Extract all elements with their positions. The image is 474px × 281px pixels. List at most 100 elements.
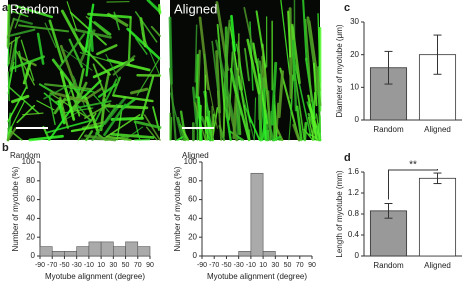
chart-title: Aligned	[182, 151, 209, 160]
fiber	[7, 35, 21, 46]
fiber	[76, 40, 111, 76]
x-axis-label: Myotube alignment (degree)	[207, 272, 307, 281]
x-tick-label: -10	[246, 262, 256, 269]
fiber	[94, 78, 118, 122]
y-axis-label: Diameter of myotube (μm)	[335, 24, 344, 117]
bar	[262, 251, 276, 257]
fiber	[136, 58, 160, 96]
fiber	[7, 4, 11, 50]
panel-letter: b	[2, 142, 9, 154]
fibers	[6, 0, 322, 142]
fiber	[14, 5, 24, 29]
bar	[100, 241, 114, 257]
y-tick-label: 60	[26, 195, 35, 204]
panel-letter: d	[344, 152, 351, 164]
fiber	[195, 53, 199, 99]
fiber	[110, 116, 144, 121]
x-tick-label: 90	[146, 262, 154, 269]
fiber	[290, 23, 301, 85]
fiber	[176, 116, 186, 142]
fiber	[293, 71, 306, 141]
fiber	[127, 16, 132, 66]
bar	[137, 246, 151, 257]
fiber	[112, 94, 154, 103]
fiber	[36, 32, 45, 65]
fiber	[292, 123, 301, 142]
fiber	[270, 61, 278, 126]
significance-bracket	[388, 169, 438, 200]
fiber	[157, 4, 162, 15]
fiber	[134, 121, 141, 141]
y-tick-label: 0	[193, 251, 198, 260]
fiber	[18, 24, 70, 33]
fiber	[246, 38, 261, 95]
fiber	[267, 90, 272, 141]
x-tick-label: -70	[47, 262, 57, 269]
x-tick-label: -50	[59, 262, 69, 269]
y-tick-label: 30	[350, 17, 359, 26]
fiber	[84, 134, 117, 142]
x-tick-label: 10	[259, 262, 267, 269]
fiber	[241, 89, 255, 141]
x-tick-label: -90	[197, 262, 207, 269]
fiber	[272, 135, 282, 142]
fiber	[106, 135, 132, 142]
fiber	[7, 61, 15, 95]
fiber	[216, 90, 223, 141]
fiber	[71, 100, 112, 110]
fiber	[277, 70, 285, 119]
y-tick-label: 0.8	[348, 209, 360, 218]
fiber	[295, 105, 303, 142]
bar	[250, 172, 264, 257]
fiber	[91, 103, 118, 142]
fiber	[112, 76, 122, 95]
y-tick-label: 20	[26, 232, 35, 241]
y-axis-label: Number of myotube (%)	[11, 166, 20, 251]
fiber	[16, 104, 36, 124]
bar	[64, 251, 77, 257]
fiber	[170, 116, 173, 141]
fiber	[215, 39, 235, 120]
fiber	[224, 19, 231, 75]
x-tick-label: 10	[97, 262, 105, 269]
fiber	[103, 103, 127, 137]
x-tick-label: -90	[35, 262, 45, 269]
bar	[51, 251, 65, 257]
fiber	[307, 94, 318, 142]
fiber	[48, 109, 71, 142]
y-tick-label: 100	[22, 157, 36, 166]
x-tick-label: -50	[221, 262, 231, 269]
image-title: Aligned	[174, 1, 217, 16]
fiber	[150, 25, 161, 37]
fiber	[203, 62, 218, 129]
fiber	[66, 1, 78, 31]
fiber	[309, 20, 321, 91]
fiber	[84, 103, 111, 119]
fiber	[7, 86, 28, 123]
y-tick-label: 0.4	[348, 230, 360, 239]
x-tick-label: -70	[209, 262, 219, 269]
x-tick-label: 70	[134, 262, 142, 269]
fiber	[253, 97, 257, 141]
fiber	[8, 65, 14, 87]
fiber	[104, 113, 141, 139]
fiber	[106, 58, 151, 72]
fiber	[123, 126, 144, 141]
fiber	[168, 67, 177, 142]
fiber	[252, 42, 269, 125]
fiber	[287, 10, 292, 58]
fiber	[84, 3, 95, 53]
fiber	[87, 12, 132, 19]
x-axis-label: Myotube alignment (degree)	[45, 272, 145, 281]
fiber	[70, 124, 104, 133]
y-tick-label: 80	[188, 176, 197, 185]
y-tick-label: 0	[31, 251, 36, 260]
x-tick-label: -30	[234, 262, 244, 269]
x-tick-label: 90	[308, 262, 316, 269]
fiber	[77, 112, 97, 141]
x-tick-label: Aligned	[424, 261, 451, 270]
x-tick-label: 50	[284, 262, 292, 269]
y-tick-label: 1.6	[348, 167, 360, 176]
fiber	[6, 28, 36, 38]
fiber	[18, 50, 28, 90]
